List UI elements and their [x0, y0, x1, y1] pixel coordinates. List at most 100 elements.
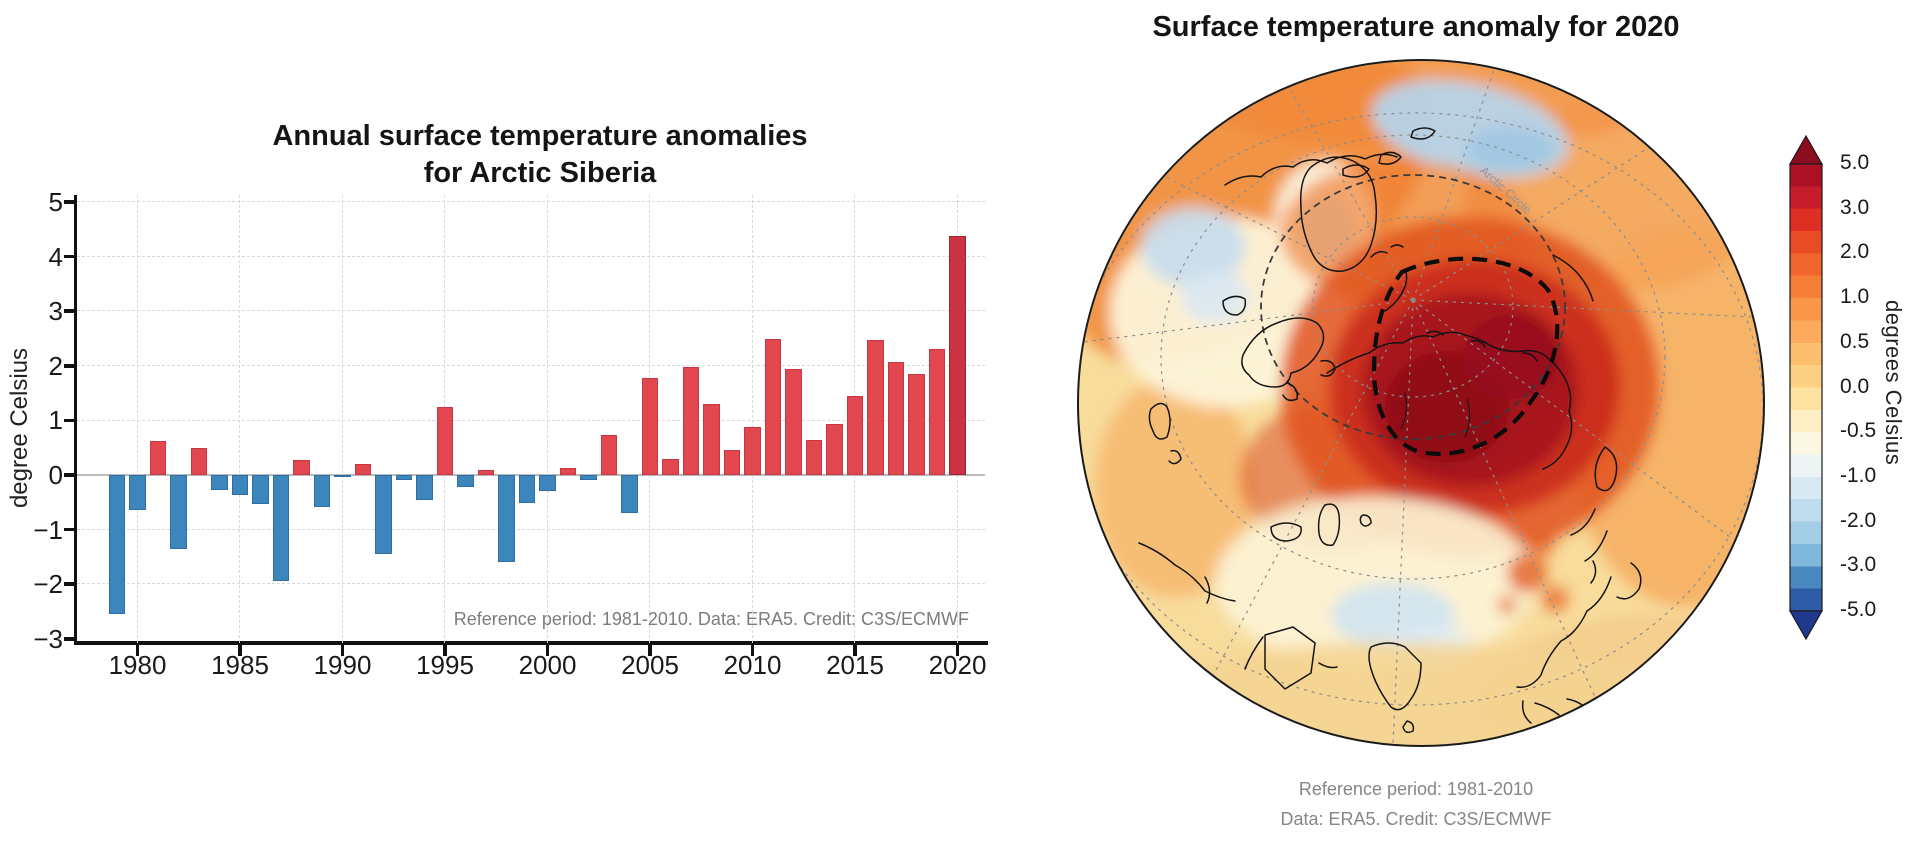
colorbar-tick--2.0: -2.0 — [1840, 508, 1877, 532]
bar-2014 — [826, 423, 843, 475]
bar-2019 — [928, 349, 946, 475]
x-tick-label-1995: 1995 — [416, 650, 474, 680]
chart-annotation: Reference period: 1981-2010. Data: ERA5.… — [453, 609, 969, 629]
y-tick-label-3: 3 — [48, 296, 63, 327]
x-tick-2020 — [955, 643, 960, 656]
coastlines — [1138, 127, 1642, 734]
bar-2015 — [846, 395, 864, 475]
y-tick-2 — [64, 364, 77, 368]
x-axis-line — [73, 641, 988, 645]
left-chart-title: Annual surface temperature anomalies for… — [90, 118, 990, 192]
gridline-y-3 — [77, 310, 985, 312]
x-tick-label-1980: 1980 — [108, 650, 167, 680]
colorbar-tick-2.0: 2.0 — [1840, 240, 1870, 264]
left-chart-title-line2: for Arctic Siberia — [423, 157, 657, 189]
bar-1993 — [395, 475, 413, 481]
bar-1991 — [354, 464, 372, 475]
bar-1982 — [170, 475, 187, 549]
gridline-x-1985 — [239, 195, 241, 643]
x-tick-2005 — [648, 643, 652, 656]
colorbar-arrow-top-icon — [1788, 134, 1824, 165]
x-tick-1980 — [135, 643, 140, 656]
colorbar-tick-5.0: 5.0 — [1840, 151, 1870, 174]
graticule — [1079, 66, 1763, 745]
map-caption-line1: Reference period: 1981-2010 — [1298, 779, 1534, 799]
gridline-x-1980 — [136, 195, 138, 643]
x-tick-2015 — [853, 643, 857, 656]
bar-1990 — [334, 475, 351, 477]
gridline-x-2000 — [546, 195, 548, 643]
colorbar-tick-0.5: 0.5 — [1840, 329, 1870, 353]
bar-1980 — [129, 475, 146, 511]
bar-2001 — [559, 468, 577, 475]
y-tick-1 — [64, 418, 77, 423]
y-tick--2 — [64, 582, 77, 586]
y-tick-label--1: −1 — [33, 514, 63, 545]
y-tick-label-4: 4 — [48, 241, 63, 272]
y-tick-5 — [64, 200, 77, 204]
x-tick-label-1990: 1990 — [313, 650, 372, 680]
arctic-circle-line — [1260, 174, 1566, 440]
colorbar — [1788, 134, 1824, 641]
bar-1984 — [211, 475, 228, 491]
gridline-y-4 — [77, 255, 985, 257]
bar-2006 — [662, 458, 679, 475]
bar-2005 — [641, 378, 659, 475]
x-tick-1990 — [340, 643, 345, 656]
bar-1987 — [272, 475, 290, 581]
gridline-y-2 — [77, 365, 985, 367]
y-tick-label-5: 5 — [48, 187, 63, 217]
bar-2007 — [682, 367, 700, 475]
bar-1998 — [498, 475, 515, 563]
x-tick-label-1985: 1985 — [211, 650, 269, 680]
bar-2010 — [744, 427, 761, 475]
bar-2000 — [539, 475, 556, 492]
globe-outline — [1077, 59, 1765, 747]
x-tick-1985 — [238, 643, 242, 656]
plot-area: Reference period: 1981-2010. Data: ERA5.… — [33, 187, 986, 680]
colorbar-tick--5.0: -5.0 — [1840, 598, 1877, 621]
arctic-siberia-region-outline — [1371, 256, 1560, 456]
x-tick-2010 — [750, 643, 755, 656]
colorbar-tick-1.0: 1.0 — [1840, 285, 1870, 309]
y-tick--3 — [64, 637, 77, 641]
y-tick-label-2: 2 — [48, 350, 63, 381]
bar-2002 — [580, 475, 597, 481]
y-tick-label-0: 0 — [48, 460, 63, 490]
x-tick-label-2015: 2015 — [826, 650, 884, 680]
colorbar-gradient — [1789, 163, 1823, 612]
bar-2016 — [867, 340, 884, 475]
x-tick-2000 — [545, 643, 550, 656]
bar-1989 — [313, 475, 331, 507]
gridline-x-2010 — [751, 195, 753, 643]
colorbar-tick--0.5: -0.5 — [1840, 419, 1877, 443]
bar-2008 — [703, 404, 720, 475]
colorbar-tick--3.0: -3.0 — [1840, 553, 1877, 577]
bar-2011 — [764, 338, 782, 475]
bar-1979 — [108, 475, 126, 615]
y-tick-label--3: −3 — [33, 623, 63, 654]
bar-2013 — [805, 439, 823, 475]
bar-1995 — [436, 406, 454, 475]
globe-map: Arctic Circle — [1077, 59, 1765, 747]
colorbar-tick-3.0: 3.0 — [1840, 195, 1870, 219]
bar-2004 — [621, 475, 638, 514]
bar-2009 — [723, 449, 741, 475]
bar-1988 — [293, 460, 310, 475]
bar-1997 — [477, 469, 495, 475]
bar-2020 — [949, 235, 966, 475]
y-tick-4 — [64, 254, 77, 259]
bar-1986 — [252, 475, 269, 504]
bar-1996 — [457, 475, 474, 487]
colorbar-tick--1.0: -1.0 — [1840, 463, 1877, 487]
left-chart-title-line1: Annual surface temperature anomalies — [272, 120, 808, 152]
gridline-y--1 — [77, 528, 985, 530]
bar-1992 — [375, 475, 392, 555]
bar-2003 — [600, 435, 618, 475]
y-tick-label--2: −2 — [33, 569, 63, 600]
bar-1985 — [231, 475, 249, 496]
gridline-y-5 — [77, 201, 985, 203]
colorbar-tick-labels: 5.0 3.0 2.0 1.0 0.5 0.0 -0.5 -1.0 -2.0 -3.0 -5.0 — [1840, 133, 1920, 657]
bar-2012 — [785, 368, 802, 475]
map-title: Surface temperature anomaly for 2020 — [1152, 11, 1680, 43]
